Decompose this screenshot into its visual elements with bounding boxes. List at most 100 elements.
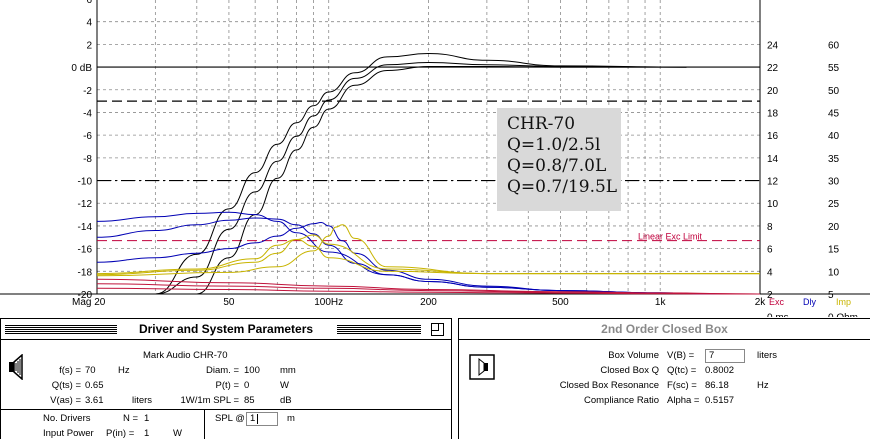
box-window-title: 2nd Order Closed Box	[601, 322, 728, 336]
qts-value[interactable]: 0.65	[85, 380, 104, 391]
annotation-line-q1: Q=1.0/2.5l	[507, 135, 601, 155]
box-volume-input[interactable]: 7	[705, 349, 745, 363]
delay-tick-label: 0 ms	[767, 313, 789, 317]
axis-legend-exc: Exc	[769, 297, 785, 307]
closed-box-resonance-label: Closed Box Resonance	[559, 380, 659, 391]
vas-label: V(as) =	[50, 395, 81, 406]
axis-legend-imp: Imp	[836, 297, 851, 307]
axis-legend-dly: Dly	[803, 297, 816, 307]
box-volume-param: V(B) =	[667, 350, 695, 361]
y-tick-label: -4	[83, 108, 92, 119]
input-power-label: Input Power	[43, 428, 94, 439]
impedance-tick-label: 10	[828, 267, 840, 278]
speaker-icon	[9, 354, 23, 380]
impedance-tick-label: 5	[828, 290, 834, 301]
pt-unit: W	[280, 380, 289, 391]
zoom-box-icon[interactable]	[431, 323, 444, 336]
impedance-tick-label: 50	[828, 86, 840, 97]
closed-box-q-value: 0.8002	[705, 365, 735, 376]
impedance-tick-label: 40	[828, 131, 840, 142]
x-tick-label: 50	[223, 297, 235, 308]
spl-label: 1W/1m SPL =	[180, 395, 239, 406]
spl-at-label: SPL @	[215, 413, 245, 424]
closed-box-q-label: Closed Box Q	[600, 365, 659, 376]
driver-parameters-window: Driver and System Parameters Mark Audio …	[0, 318, 452, 439]
divider	[204, 409, 205, 439]
vas-value[interactable]: 3.61	[85, 395, 104, 406]
y-tick-label: -20	[78, 290, 93, 301]
pin-label: P(in) =	[106, 428, 135, 439]
y-tick-label: -12	[78, 199, 93, 210]
n-label: N =	[123, 413, 139, 424]
pin-unit: W	[173, 428, 182, 439]
impedance-tick-label: 55	[828, 63, 840, 74]
diam-unit: mm	[280, 365, 296, 376]
titlebar-stripes	[5, 324, 117, 334]
text-cursor	[257, 414, 258, 424]
delay-tick-label: 6	[767, 245, 773, 256]
impedance-tick-label: 60	[828, 40, 840, 51]
y-tick-label: -2	[83, 86, 92, 97]
compliance-ratio-param: Alpha =	[667, 395, 700, 406]
impedance-tick-label: 30	[828, 177, 840, 188]
impedance-tick-label: 20	[828, 222, 840, 233]
closed-box-resonance-unit: Hz	[757, 380, 769, 391]
x-tick-label: 1k	[655, 297, 667, 308]
fs-value[interactable]: 70	[85, 365, 96, 376]
pt-value[interactable]: 0	[244, 380, 250, 391]
spl-value[interactable]: 85	[244, 395, 255, 406]
impedance-tick-label: 45	[828, 108, 840, 119]
x-tick-label: 100Hz	[314, 297, 343, 308]
fs-label: f(s) =	[59, 365, 81, 376]
x-tick-label: 500	[552, 297, 569, 308]
delay-tick-label: 20	[767, 86, 779, 97]
delay-tick-label: 18	[767, 108, 779, 119]
y-tick-label: -14	[78, 222, 93, 233]
delay-tick-label: 22	[767, 63, 779, 74]
vas-unit: liters	[132, 395, 153, 406]
annotation-line-q2: Q=0.8/7.0L	[507, 156, 607, 176]
box-volume-label: Box Volume	[608, 350, 659, 361]
closed-box-resonance-value: 86.18	[705, 380, 729, 391]
excursion-curve	[96, 221, 719, 295]
divider	[1, 409, 451, 410]
linear-limit-label: Linear Exc Limit	[638, 232, 703, 242]
y-tick-label: -16	[78, 245, 93, 256]
spl-distance-input[interactable]: 1	[246, 412, 278, 426]
y-tick-label: 6	[86, 0, 92, 6]
spl-at-unit: m	[287, 413, 295, 424]
y-tick-label: -8	[83, 154, 92, 165]
box-volume-unit: liters	[757, 350, 778, 361]
x-tick-label: 2k	[755, 297, 767, 308]
delay-tick-label: 10	[767, 199, 779, 210]
chart-annotation-box: CHR-70 Q=1.0/2.5l Q=0.8/7.0L Q=0.7/19.5L	[497, 108, 621, 211]
annotation-line-q3: Q=0.7/19.5L	[507, 177, 618, 197]
delay-tick-label: 16	[767, 131, 779, 142]
driver-name: Mark Audio CHR-70	[143, 350, 228, 361]
impedance-curve	[96, 238, 761, 275]
delay-curve	[96, 287, 761, 295]
delay-tick-label: 8	[767, 222, 773, 233]
x-tick-label: Mag 20	[72, 297, 106, 308]
y-tick-label: 0 dB	[71, 63, 92, 74]
delay-tick-label: 24	[767, 40, 779, 51]
box-volume-value: 7	[709, 350, 715, 361]
closed-box-icon	[469, 354, 495, 380]
y-tick-label: 2	[86, 40, 92, 51]
y-tick-label: -18	[78, 267, 93, 278]
box-window-titlebar[interactable]: 2nd Order Closed Box	[459, 319, 870, 340]
spl-distance-value: 1	[250, 413, 256, 424]
impedance-tick-label: 35	[828, 154, 840, 165]
impedance-curve	[96, 224, 761, 277]
spl-unit: dB	[280, 395, 292, 406]
closed-box-window: 2nd Order Closed Box Box Volume V(B) = 7…	[458, 318, 870, 439]
n-value[interactable]: 1	[144, 413, 150, 424]
diam-value[interactable]: 100	[244, 365, 260, 376]
compliance-ratio-label: Compliance Ratio	[584, 395, 659, 406]
impedance-tick-label: 25	[828, 199, 840, 210]
pin-value[interactable]: 1	[144, 428, 150, 439]
titlebar-stripes	[337, 324, 421, 334]
driver-window-titlebar[interactable]: Driver and System Parameters	[1, 319, 451, 340]
delay-tick-label: 4	[767, 267, 773, 278]
